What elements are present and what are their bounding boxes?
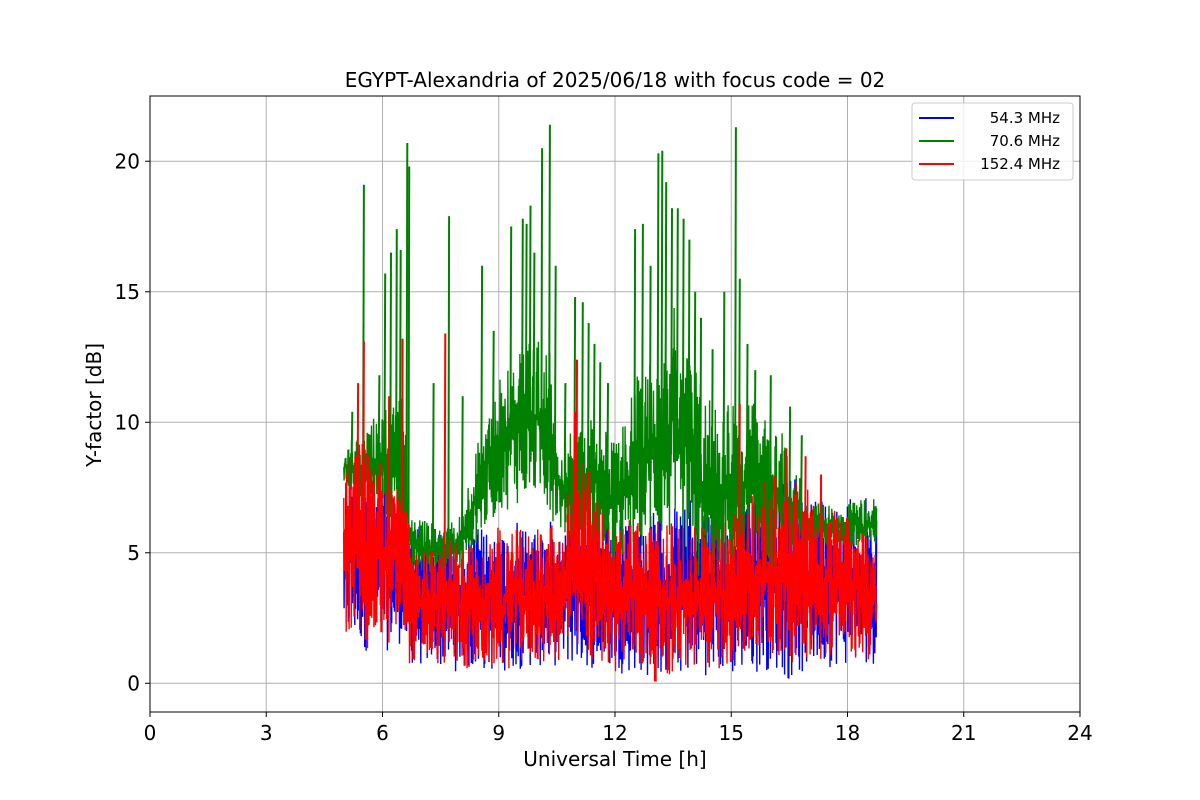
series-spike — [800, 435, 803, 526]
series-spike — [405, 142, 409, 504]
series-spike — [606, 383, 609, 513]
series-spike — [528, 205, 532, 437]
series-spike — [509, 226, 513, 446]
series-spike — [532, 252, 536, 436]
y-tick-label: 0 — [127, 671, 140, 695]
axis-ticks: 0 3 6 9 12 15 18 21 24 0 5 10 15 20 — [115, 149, 1093, 745]
x-tick-label: 6 — [376, 721, 389, 745]
series-spike — [573, 411, 577, 592]
series-spike — [710, 349, 714, 518]
series-spike — [586, 323, 590, 500]
y-tick-label: 10 — [115, 410, 140, 434]
series-spike — [362, 341, 365, 565]
y-tick-label: 5 — [127, 541, 140, 565]
series-spike — [633, 229, 637, 484]
series-spike — [387, 396, 391, 575]
x-tick-label: 0 — [144, 721, 157, 745]
legend-label: 70.6 MHz — [990, 132, 1060, 150]
series-spike — [592, 343, 596, 499]
series-spike — [693, 291, 697, 495]
series-spike — [398, 249, 402, 478]
series-spike — [581, 302, 584, 500]
y-tick-label: 15 — [115, 280, 140, 304]
y-tick-label: 20 — [115, 149, 140, 173]
series-spike — [575, 359, 578, 590]
series-spike — [803, 456, 807, 592]
series-layer — [343, 124, 878, 682]
series-spike — [480, 265, 484, 494]
legend-box — [911, 102, 1074, 181]
series-spike — [753, 370, 757, 505]
series-spike — [407, 166, 411, 535]
series-spike — [563, 383, 567, 500]
series-spike — [350, 411, 354, 474]
legend: 54.3 MHz 70.6 MHz 152.4 MHz — [911, 102, 1074, 181]
series-spike — [641, 223, 644, 475]
series-spike — [447, 216, 451, 552]
series-spike — [681, 218, 685, 473]
series-spike — [670, 208, 673, 455]
series-spike — [656, 153, 660, 460]
series-spike — [540, 148, 544, 440]
series-spike — [383, 273, 387, 476]
series-spike — [819, 474, 823, 595]
series-spike — [521, 218, 524, 439]
series-spike — [664, 182, 668, 457]
series-spike — [460, 396, 464, 545]
y-axis-label: Y-factor [dB] — [82, 343, 106, 468]
series-spike — [491, 330, 495, 469]
series-spike — [400, 338, 404, 579]
x-tick-label: 15 — [719, 721, 744, 745]
series-spike — [660, 150, 664, 459]
series-spike — [431, 383, 435, 553]
x-tick-label: 21 — [951, 721, 976, 745]
series-spike — [687, 239, 691, 484]
series-spike — [553, 265, 557, 473]
x-tick-label: 18 — [835, 721, 860, 745]
series-spike — [784, 448, 788, 589]
series-spike — [738, 403, 741, 603]
series-spike — [598, 362, 602, 504]
series-spike — [769, 375, 772, 508]
chart-title: EGYPT-Alexandria of 2025/06/18 with focu… — [345, 68, 886, 92]
series-spike — [389, 252, 392, 477]
legend-label: 54.3 MHz — [990, 109, 1060, 127]
legend-label: 152.4 MHz — [980, 155, 1060, 173]
series-spike — [722, 291, 726, 516]
series-spike — [548, 124, 551, 448]
series-spike — [356, 383, 360, 569]
series-spike — [745, 343, 749, 505]
series-spike — [699, 317, 702, 504]
x-tick-label: 9 — [492, 721, 505, 745]
series-spike — [443, 333, 447, 617]
x-tick-label: 3 — [260, 721, 273, 745]
series-spike — [648, 265, 652, 466]
x-tick-label: 24 — [1067, 721, 1092, 745]
series-spike — [524, 223, 528, 438]
series-spike — [676, 208, 679, 462]
series-spike — [788, 406, 792, 517]
series-spike — [377, 375, 381, 475]
x-axis-label: Universal Time [h] — [523, 747, 706, 771]
series-spike — [395, 229, 398, 478]
series-spike — [734, 127, 737, 508]
series-line — [343, 443, 878, 682]
x-tick-label: 12 — [602, 721, 627, 745]
